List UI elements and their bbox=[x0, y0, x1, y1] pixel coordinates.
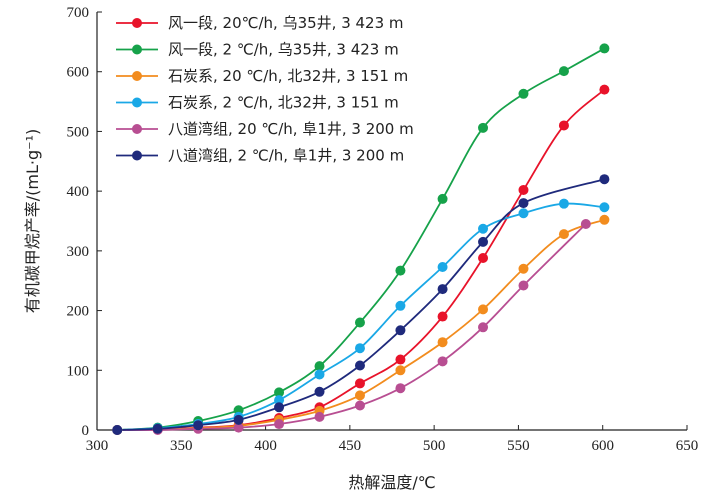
data-point-series-3 bbox=[478, 304, 489, 315]
data-point-series-2 bbox=[437, 193, 448, 204]
data-point-series-4 bbox=[599, 202, 610, 213]
data-point-series-2 bbox=[354, 317, 365, 328]
axes: 300 350 400 450 500 550 600 650 0 100 200 300 400 500… bbox=[67, 5, 699, 454]
legend-marker-1 bbox=[132, 18, 142, 28]
data-point-series-6 bbox=[518, 198, 529, 209]
data-point-series-4 bbox=[314, 369, 325, 380]
data-point-series-4 bbox=[437, 261, 448, 272]
data-point-series-6 bbox=[274, 402, 285, 413]
y-tick-label: 400 bbox=[67, 184, 90, 200]
data-point-series-3 bbox=[395, 365, 406, 376]
y-tick-label: 700 bbox=[67, 5, 90, 21]
x-tick-label: 450 bbox=[339, 438, 362, 454]
legend-marker-3 bbox=[132, 71, 142, 81]
data-point-series-1 bbox=[518, 184, 529, 195]
legend: 风一段, 20℃/h, 乌35井, 3 423 m 风一段, 2 ℃/h, 乌35… bbox=[116, 14, 414, 165]
data-point-series-6 bbox=[478, 236, 489, 247]
legend-label-5: 八道湾组, 20 ℃/h, 阜1井, 3 200 m bbox=[168, 120, 414, 138]
y-tick-label: 600 bbox=[67, 65, 90, 81]
data-point-series-5 bbox=[354, 400, 365, 411]
data-point-series-1 bbox=[478, 253, 489, 264]
y-axis-label: 有机碳甲烷产率/(mL·g⁻¹) bbox=[23, 129, 42, 313]
x-tick-label: 400 bbox=[254, 438, 277, 454]
x-tick-label: 500 bbox=[423, 438, 446, 454]
y-tick-label: 300 bbox=[67, 244, 90, 260]
legend-label-2: 风一段, 2 ℃/h, 乌35井, 3 423 m bbox=[168, 41, 399, 59]
legend-marker-6 bbox=[132, 150, 142, 161]
data-point-series-5 bbox=[478, 322, 489, 333]
x-tick-label: 600 bbox=[591, 438, 614, 454]
x-tick-label: 300 bbox=[86, 438, 109, 454]
data-point-series-6 bbox=[233, 414, 244, 425]
data-point-series-1 bbox=[437, 311, 448, 322]
data-point-series-6 bbox=[354, 360, 365, 371]
data-point-series-5 bbox=[314, 411, 325, 422]
data-point-series-4 bbox=[274, 395, 285, 406]
data-point-series-6 bbox=[112, 425, 123, 435]
data-point-series-4 bbox=[558, 198, 569, 209]
data-point-series-3 bbox=[558, 229, 569, 240]
data-point-series-5 bbox=[395, 383, 406, 394]
data-point-series-2 bbox=[274, 387, 285, 398]
data-point-series-2 bbox=[478, 122, 489, 133]
data-point-series-2 bbox=[518, 88, 529, 99]
data-point-series-5 bbox=[437, 356, 448, 367]
data-point-series-3 bbox=[518, 263, 529, 274]
data-point-series-2 bbox=[599, 43, 610, 54]
data-point-series-5 bbox=[274, 419, 285, 430]
data-point-series-1 bbox=[599, 84, 610, 95]
data-point-series-4 bbox=[478, 223, 489, 234]
series-points bbox=[112, 43, 610, 435]
data-point-series-5 bbox=[580, 218, 591, 229]
legend-marker-4 bbox=[132, 97, 142, 108]
data-point-series-2 bbox=[558, 66, 569, 77]
x-tick-label: 350 bbox=[170, 438, 193, 454]
data-point-series-5 bbox=[518, 280, 529, 291]
data-point-series-6 bbox=[193, 420, 204, 431]
legend-label-3: 石炭系, 20 ℃/h, 北32井, 3 151 m bbox=[168, 67, 408, 85]
y-tick-label: 0 bbox=[82, 423, 90, 439]
data-point-series-6 bbox=[437, 284, 448, 295]
data-point-series-3 bbox=[599, 214, 610, 225]
y-tick-label: 100 bbox=[67, 363, 90, 379]
legend-label-4: 石炭系, 2 ℃/h, 北32井, 3 151 m bbox=[168, 94, 399, 112]
data-point-series-6 bbox=[314, 386, 325, 397]
data-point-series-3 bbox=[354, 390, 365, 401]
x-tick-label: 650 bbox=[676, 438, 699, 454]
legend-label-6: 八道湾组, 2 ℃/h, 阜1井, 3 200 m bbox=[168, 147, 404, 165]
data-point-series-1 bbox=[558, 120, 569, 131]
legend-label-1: 风一段, 20℃/h, 乌35井, 3 423 m bbox=[168, 14, 404, 32]
y-tick-label: 200 bbox=[67, 304, 90, 320]
y-tick-label: 500 bbox=[67, 124, 90, 140]
x-axis-label: 热解温度/℃ bbox=[348, 473, 435, 492]
data-point-series-2 bbox=[395, 265, 406, 276]
legend-marker-5 bbox=[132, 124, 142, 134]
data-point-series-6 bbox=[395, 325, 406, 336]
legend-marker-2 bbox=[132, 44, 142, 55]
data-point-series-4 bbox=[518, 208, 529, 219]
data-point-series-1 bbox=[395, 354, 406, 365]
data-point-series-1 bbox=[354, 378, 365, 389]
data-point-series-4 bbox=[354, 343, 365, 354]
data-point-series-6 bbox=[599, 174, 610, 185]
data-point-series-3 bbox=[437, 337, 448, 348]
data-point-series-4 bbox=[395, 300, 406, 311]
data-point-series-5 bbox=[233, 422, 244, 433]
data-point-series-6 bbox=[152, 423, 163, 434]
data-point-series-2 bbox=[314, 361, 325, 372]
x-tick-label: 550 bbox=[507, 438, 530, 454]
